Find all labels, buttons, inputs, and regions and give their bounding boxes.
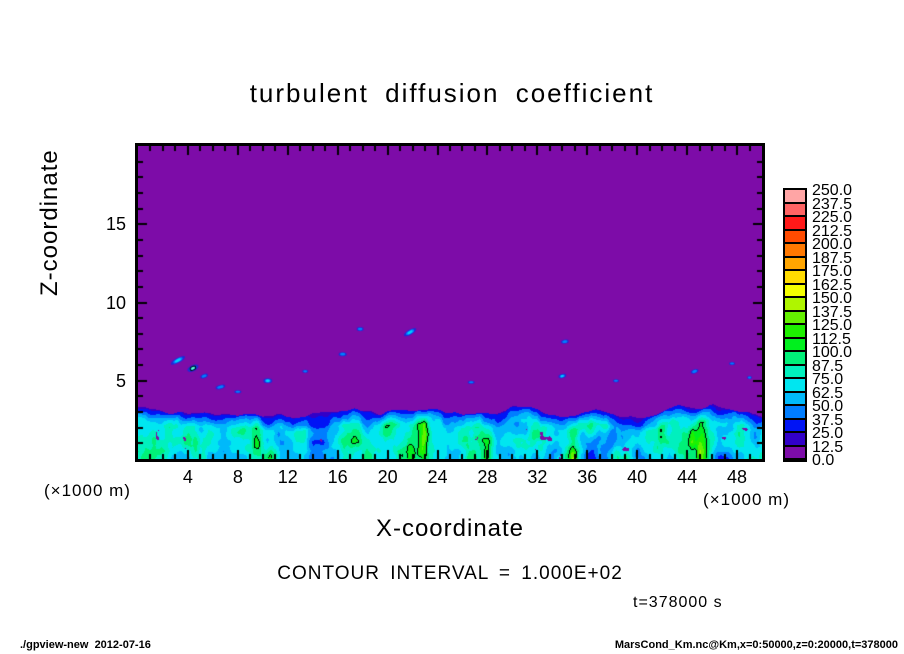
x-tick-label: 24 — [427, 467, 448, 487]
colorbar-cell — [785, 284, 805, 297]
x-tick-label: 12 — [277, 467, 298, 487]
colorbar-boundary-label: 237.5 — [812, 195, 853, 213]
x-tick-label: 36 — [577, 467, 598, 487]
colorbar-boundary-label: 225.0 — [812, 209, 853, 226]
colorbar-boundary-label: 175.0 — [812, 263, 853, 280]
colorbar-labels: 0.0 12.5 25.0 37.5 50.0 62.5 75.0 87.5 100.0 112.… — [812, 182, 882, 469]
colorbar-cell — [785, 379, 805, 391]
colorbar-boundary-label: 212.5 — [812, 222, 853, 240]
colorbar-cell — [785, 271, 805, 283]
x-tick-label: 48 — [727, 467, 748, 487]
x-tick-label: 8 — [232, 467, 243, 487]
x-tick-label: 20 — [377, 467, 398, 487]
colorbar-cell — [785, 446, 805, 459]
colorbar-boundary-label: 100.0 — [812, 344, 853, 361]
colorbar — [783, 188, 807, 462]
colorbar-cell — [785, 325, 805, 337]
colorbar-boundary-label: 250.0 — [812, 182, 853, 199]
colorbar-cell — [785, 419, 805, 432]
y-tick-label: 15 — [105, 214, 126, 235]
plot-area — [135, 143, 765, 462]
colorbar-cell — [785, 230, 805, 243]
x-axis-unit-label: (×1000 m) — [703, 490, 790, 509]
time-annotation: t=378000 s — [633, 594, 723, 611]
colorbar-cell — [785, 257, 805, 270]
colorbar-boundary-label: 62.5 — [812, 384, 844, 402]
footer-source-info: MarsCond_Km.nc@Km,x=0:50000,z=0:20000,t=… — [614, 639, 898, 651]
colorbar-cell — [785, 365, 805, 378]
colorbar-boundary-label: 25.0 — [812, 425, 844, 442]
colorbar-boundary-label: 125.0 — [812, 317, 853, 334]
colorbar-cell — [785, 406, 805, 418]
colorbar-boundary-label: 162.5 — [812, 276, 853, 294]
chart-title: turbulent diffusion coefficient — [249, 78, 655, 108]
x-tick-label: 44 — [677, 467, 698, 487]
footer-program-date: ./gpview-new 2012-07-16 — [20, 639, 151, 651]
colorbar-boundary-label: 150.0 — [812, 290, 853, 307]
contour-field-canvas — [138, 146, 762, 459]
x-tick-label: 16 — [327, 467, 348, 487]
x-tick-label: 40 — [627, 467, 648, 487]
y-tick-labels: 5 10 15 — [92, 146, 126, 459]
x-tick-labels: 4 8 12 16 20 24 28 32 36 40 44 48 — [138, 467, 762, 489]
colorbar-boundary-label: 0.0 — [812, 452, 835, 469]
colorbar-boundary-label: 75.0 — [812, 371, 844, 388]
colorbar-cell — [785, 217, 805, 229]
colorbar-boundary-label: 50.0 — [812, 398, 844, 415]
colorbar-boundary-label: 137.5 — [812, 303, 853, 321]
x-tick-label: 28 — [477, 467, 498, 487]
colorbar-boundary-label: 200.0 — [812, 236, 853, 253]
colorbar-cell — [785, 244, 805, 256]
colorbar-cell — [785, 392, 805, 405]
colorbar-cell — [785, 298, 805, 310]
colorbar-cell — [785, 433, 805, 445]
x-axis-title: X-coordinate — [375, 515, 525, 542]
y-tick-label: 10 — [105, 292, 126, 313]
colorbar-boundary-label: 187.5 — [812, 249, 853, 267]
colorbar-boundary-label: 37.5 — [812, 411, 844, 429]
colorbar-boundary-label: 112.5 — [812, 330, 851, 348]
colorbar-boundary-label: 87.5 — [812, 357, 844, 375]
y-axis-unit-label: (×1000 m) — [44, 481, 131, 500]
colorbar-boundary-label: 12.5 — [812, 438, 844, 456]
contour-interval-note: CONTOUR INTERVAL = 1.000E+02 — [277, 563, 623, 584]
colorbar-cell — [785, 311, 805, 324]
colorbar-cell — [785, 352, 805, 364]
colorbar-cell — [785, 190, 805, 202]
colorbar-cell — [785, 338, 805, 351]
x-tick-label: 32 — [527, 467, 548, 487]
colorbar-cell — [785, 203, 805, 216]
y-tick-label: 5 — [115, 370, 126, 391]
x-tick-label: 4 — [182, 467, 193, 487]
